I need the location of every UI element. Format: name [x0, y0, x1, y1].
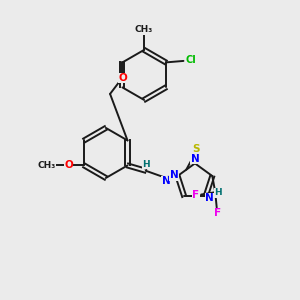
- Text: Cl: Cl: [185, 55, 196, 65]
- Text: H: H: [214, 188, 222, 197]
- Text: H: H: [142, 160, 150, 169]
- Text: O: O: [64, 160, 73, 170]
- Text: CH₃: CH₃: [135, 26, 153, 34]
- Text: N: N: [205, 193, 214, 203]
- Text: F: F: [214, 208, 221, 218]
- Text: N: N: [170, 170, 178, 180]
- Text: CH₃: CH₃: [37, 161, 56, 170]
- Text: N: N: [162, 176, 170, 186]
- Text: O: O: [118, 73, 127, 83]
- Text: F: F: [192, 190, 200, 200]
- Text: N: N: [190, 154, 199, 164]
- Text: S: S: [192, 144, 200, 154]
